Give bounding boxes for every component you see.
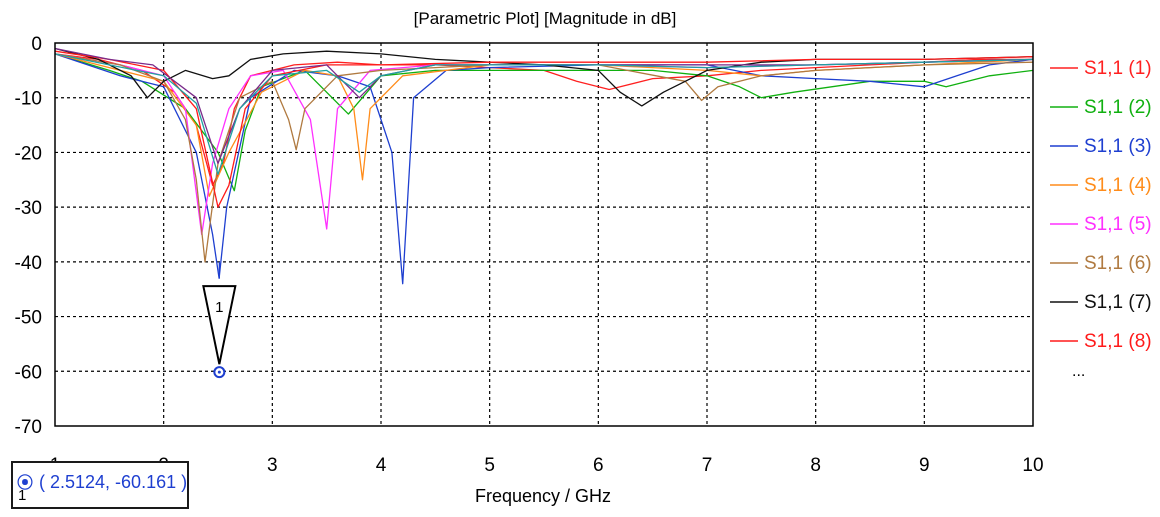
y-tick-label--30: -30 (15, 198, 42, 219)
y-tick-label-0: 0 (31, 34, 42, 55)
x-tick-label-3: 3 (267, 455, 278, 476)
marker-1[interactable]: 1 (202, 261, 237, 379)
marker-id-label: 1 (215, 299, 223, 316)
legend-entry-3: S1,1 (3) (1084, 136, 1152, 157)
legend-entry-1: S1,1 (1) (1084, 58, 1152, 79)
x-axis-label: Frequency / GHz (475, 486, 611, 506)
x-tick-label-8: 8 (810, 455, 821, 476)
marker-triangle (202, 285, 237, 365)
legend-more[interactable]: ... (1072, 363, 1085, 380)
marker-readout-id: 1 (18, 487, 27, 504)
series-line-3 (54, 53, 1034, 285)
legend-entry-8: S1,1 (8) (1084, 331, 1152, 352)
legend-entry-4: S1,1 (4) (1084, 175, 1152, 196)
marker-readout-icon: ⦿ (17, 473, 34, 492)
x-tick-label-9: 9 (919, 455, 930, 476)
series-line-7 (54, 47, 1034, 107)
marker-point-center (217, 370, 221, 374)
marker-readout-value: ( 2.5124, -60.161 ) (39, 472, 188, 492)
series-line-9 (54, 47, 1034, 165)
y-tick-label--60: -60 (15, 362, 42, 383)
series-lines (54, 47, 1034, 285)
x-tick-label-10: 10 (1022, 455, 1043, 476)
y-tick-label--70: -70 (15, 417, 42, 438)
x-tick-label-5: 5 (484, 455, 495, 476)
series-line-8 (54, 50, 1034, 208)
x-tick-label-6: 6 (593, 455, 604, 476)
x-tick-label-4: 4 (376, 455, 387, 476)
legend-entry-6: S1,1 (6) (1084, 253, 1152, 274)
legend-entry-2: S1,1 (2) (1084, 97, 1152, 118)
x-tick-label-7: 7 (702, 455, 713, 476)
y-tick-label--10: -10 (15, 89, 42, 110)
y-tick-label--50: -50 (15, 308, 42, 329)
marker-readout[interactable]: ⦿ 1 ( 2.5124, -60.161 ) (11, 461, 189, 509)
chart-title: [Parametric Plot] [Magnitude in dB] (414, 9, 677, 28)
y-tick-label--20: -20 (15, 143, 42, 164)
plot-frame (54, 42, 1034, 427)
series-line-10 (54, 53, 1034, 175)
y-tick-label--40: -40 (15, 253, 42, 274)
legend: S1,1 (1) S1,1 (2) S1,1 (3) S1,1 (4) S1,1 (5)… (1050, 58, 1152, 380)
series-line-4 (54, 53, 1034, 197)
legend-entry-7: S1,1 (7) (1084, 292, 1152, 313)
axes: 123456789100-10-20-30-40-50-60-70 (15, 34, 1044, 476)
legend-entry-5: S1,1 (5) (1084, 214, 1152, 235)
series-line-6 (54, 53, 1034, 263)
